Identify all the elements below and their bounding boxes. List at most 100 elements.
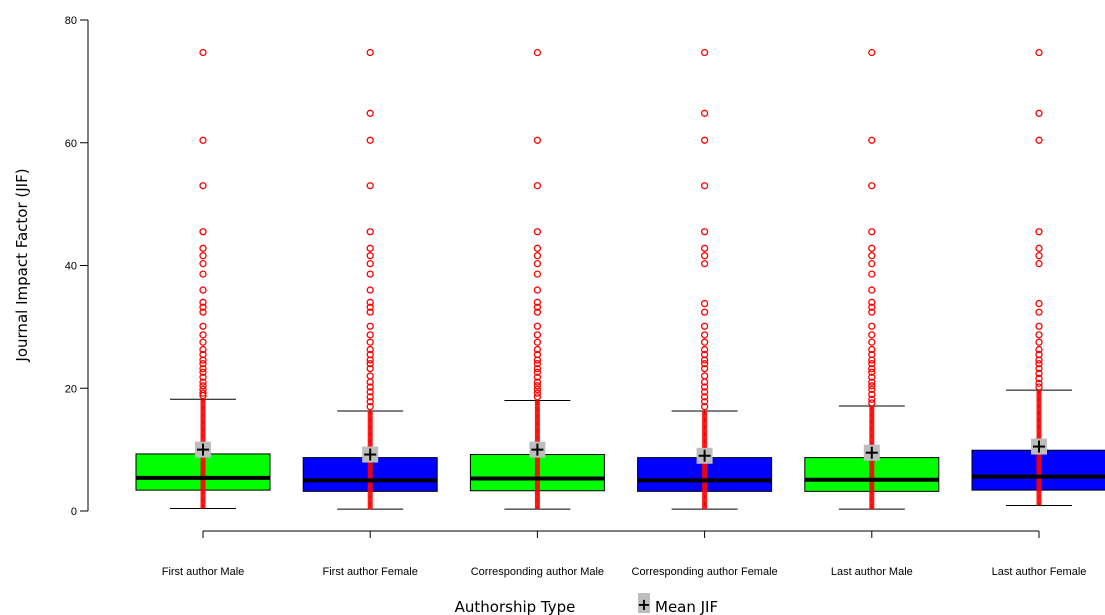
outlier-point [366, 286, 374, 294]
outlier-point [366, 345, 374, 354]
outlier-point [1035, 299, 1043, 308]
outlier-point [199, 136, 207, 144]
outlier-point [199, 373, 207, 381]
outlier-point [533, 244, 542, 252]
outlier-point [700, 360, 709, 368]
outlier-point [366, 393, 374, 401]
box-group [469, 48, 605, 510]
outlier-point [366, 322, 374, 330]
outlier-point [199, 356, 207, 364]
outlier-point [199, 389, 207, 397]
y-axis: 0 20 40 60 80 [65, 15, 89, 518]
outlier-point [533, 331, 542, 339]
outlier-point [366, 48, 374, 57]
outlier-point [1035, 345, 1043, 354]
outlier-point [533, 136, 542, 144]
outlier-point [533, 270, 542, 278]
outlier-point [199, 252, 207, 260]
outlier-point [868, 270, 876, 278]
outlier-point [366, 260, 374, 268]
outlier-point [366, 298, 374, 306]
y-tick-label: 20 [65, 383, 77, 395]
outlier-point [199, 364, 207, 373]
outlier-point [868, 382, 876, 390]
outlier-point [366, 398, 374, 406]
outlier-point [700, 378, 709, 386]
outlier-point [1035, 252, 1043, 260]
outlier-point [868, 244, 876, 252]
outlier-point [533, 378, 542, 386]
outlier-point [533, 286, 542, 294]
outlier-point [366, 364, 374, 373]
outlier-point [366, 308, 374, 316]
outlier-point [868, 356, 876, 364]
outlier-point [366, 244, 374, 252]
outlier-point [199, 331, 207, 339]
box-group [637, 48, 773, 510]
outlier-point [366, 383, 374, 391]
outlier-point [366, 378, 374, 386]
outlier-point [700, 182, 709, 190]
outlier-point [868, 345, 876, 354]
outlier-point [366, 331, 374, 339]
outlier-point [868, 385, 876, 394]
outlier-point [868, 308, 876, 316]
outlier-point [199, 260, 207, 268]
box-group [804, 48, 940, 510]
outlier-point [199, 368, 207, 376]
x-axis: First author Male First author Female Corr… [162, 530, 1087, 578]
y-tick-label: 40 [65, 261, 77, 273]
outlier-point [868, 136, 876, 144]
x-tick-label: First author Female [323, 566, 418, 578]
outlier-point [533, 260, 542, 268]
outlier-point [1035, 374, 1043, 383]
outlier-point [700, 331, 709, 339]
outlier-point [366, 109, 374, 117]
outlier-point [533, 373, 542, 381]
outlier-point [868, 331, 876, 339]
outlier-point [366, 182, 374, 190]
outlier-point [199, 182, 207, 190]
outlier-point [1035, 338, 1043, 346]
outlier-point [868, 368, 876, 376]
outlier-point [1035, 109, 1043, 117]
outlier-point [700, 338, 709, 346]
x-tick-label: Last author Female [992, 566, 1087, 578]
outlier-point [1035, 369, 1043, 378]
outlier-point [868, 322, 876, 330]
outlier-point [700, 260, 709, 268]
outlier-point [868, 373, 876, 381]
outlier-point [868, 390, 876, 399]
outlier-point [868, 252, 876, 260]
outlier-point [366, 303, 374, 311]
outlier-point [700, 356, 709, 364]
outlier-point [199, 244, 207, 252]
outlier-point [533, 368, 542, 376]
outlier-point [533, 48, 542, 57]
outlier-point [1035, 48, 1043, 57]
legend: + Mean JIF [637, 593, 718, 615]
outlier-point [533, 308, 542, 316]
outlier-point [700, 383, 709, 391]
outlier-point [366, 356, 374, 364]
outlier-point [199, 308, 207, 316]
outlier-point [868, 378, 876, 386]
outlier-point [533, 303, 542, 311]
outlier-point [700, 299, 709, 308]
outlier-point [1035, 308, 1043, 316]
outlier-point [366, 360, 374, 368]
box-series [135, 48, 1105, 510]
outlier-point [1035, 379, 1043, 387]
outlier-point [1035, 244, 1043, 252]
outlier-point [533, 393, 542, 401]
x-tick-label: Last author Male [831, 566, 913, 578]
outlier-point [533, 382, 542, 390]
outlier-point [868, 182, 876, 190]
outlier-point [199, 270, 207, 278]
outlier-point [1035, 136, 1043, 144]
outlier-point [533, 252, 542, 260]
outlier-point [868, 286, 876, 294]
outlier-point [199, 228, 207, 236]
outlier-point [1035, 364, 1043, 373]
